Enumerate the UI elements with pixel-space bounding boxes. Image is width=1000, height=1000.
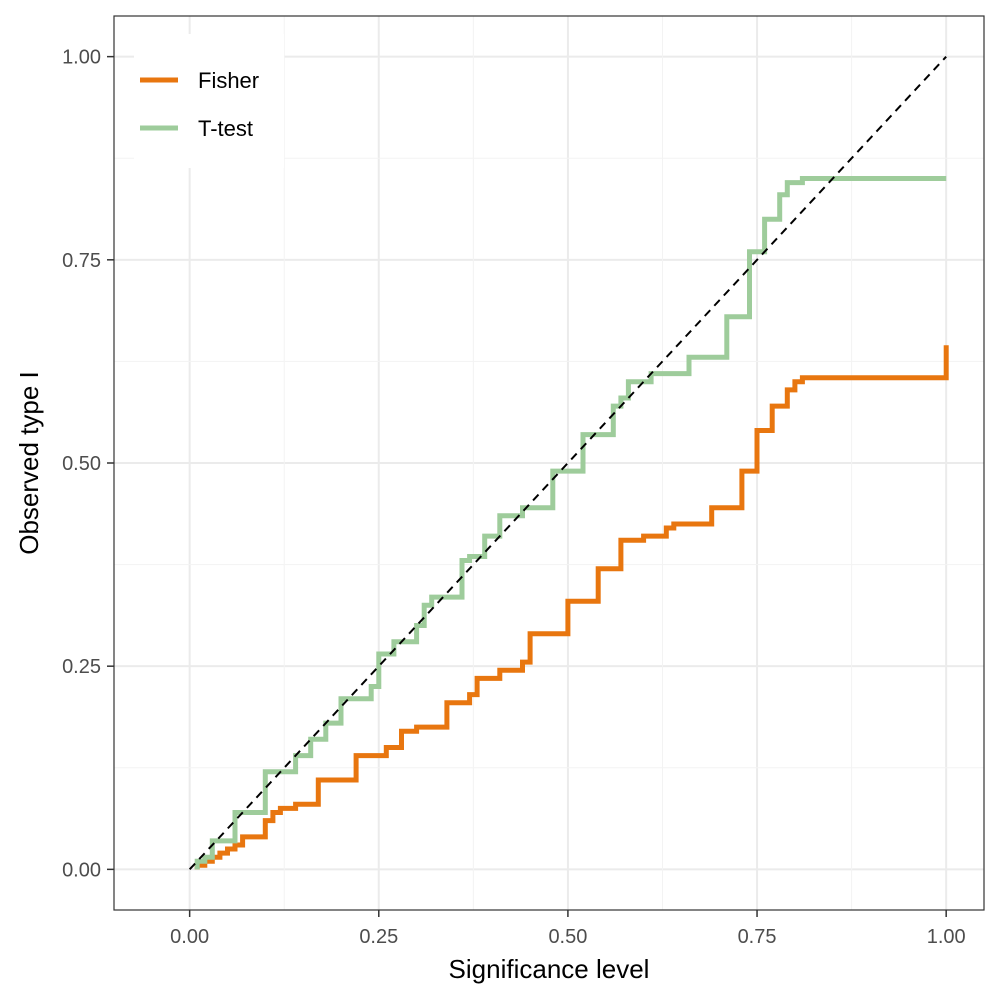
series-line-t-test <box>194 176 947 870</box>
x-tick-label-4: 1.00 <box>927 926 966 948</box>
x-tick-label-0: 0.00 <box>170 926 209 948</box>
y-axis-title: Observed type I <box>14 371 44 555</box>
reference-layer <box>188 55 947 871</box>
legend: Fisher T-test <box>134 34 284 168</box>
reference-diagonal-line <box>188 55 947 871</box>
grid-major <box>114 16 984 910</box>
legend-label-fisher: Fisher <box>198 68 259 93</box>
y-tick-label-2: 0.50 <box>62 453 101 475</box>
tick-labels: 0.00 0.25 0.50 0.75 1.00 0.00 0.25 0.50 0.75 1.00 <box>62 47 966 948</box>
x-tick-label-3: 0.75 <box>738 926 777 948</box>
x-tick-label-2: 0.50 <box>548 926 587 948</box>
x-axis-title: Significance level <box>449 954 650 984</box>
y-tick-label-1: 0.25 <box>62 656 101 678</box>
y-tick-label-0: 0.00 <box>62 859 101 881</box>
legend-background <box>134 34 284 168</box>
series-layer <box>194 176 949 870</box>
series-line-fisher <box>194 345 949 870</box>
legend-label-t-test: T-test <box>198 116 253 141</box>
x-tick-label-1: 0.25 <box>359 926 398 948</box>
y-tick-label-3: 0.75 <box>62 250 101 272</box>
y-tick-label-4: 1.00 <box>62 47 101 69</box>
axis-ticks <box>107 55 947 917</box>
